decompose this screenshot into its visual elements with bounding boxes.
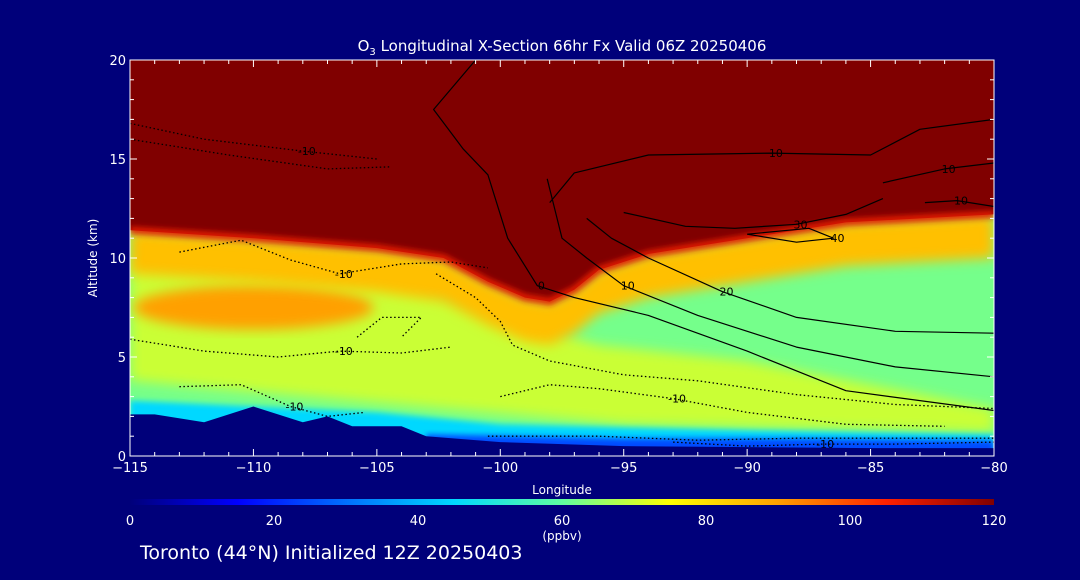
x-axis-label: Longitude — [532, 483, 592, 497]
colorbar-tick-label: 60 — [554, 514, 571, 529]
contour-dotted-4 — [130, 338, 451, 358]
contour-solid-label-2: 20 — [719, 286, 733, 299]
stratosphere-fill — [130, 60, 994, 302]
contour-solid-7 — [747, 227, 835, 243]
colorbar-tick-label: 100 — [838, 514, 863, 529]
colorbar-ticks: 0 20 40 60 80 100 120 — [126, 514, 1007, 529]
x-tick-label: −110 — [236, 461, 272, 476]
colorbar-units: (ppbv) — [542, 529, 581, 543]
y-tick-label: 20 — [109, 54, 126, 69]
contour-dotted-8 — [673, 441, 994, 447]
colorbar-tick-label: 120 — [982, 514, 1007, 529]
x-tick-label: −105 — [359, 461, 395, 476]
terrain-layer — [130, 406, 994, 456]
contour-dotted-0 — [130, 122, 377, 160]
terrain-fill — [130, 406, 994, 456]
contour-solid-label-3: 30 — [794, 218, 808, 231]
x-tick-label: −80 — [980, 461, 1007, 476]
x-tick-label: −100 — [482, 461, 518, 476]
contour-solid-label-4: 10 — [769, 147, 783, 160]
y-tick-label: 0 — [118, 450, 126, 465]
contour-dotted-5 — [356, 316, 422, 338]
chart-title-prefix: O — [358, 37, 370, 55]
contour-solid-label-7: 40 — [831, 232, 845, 245]
colorbar — [130, 499, 994, 505]
contour-solid-label-5: 10 — [942, 163, 956, 176]
contour-dotted-9 — [487, 435, 994, 441]
x-tick-label: −95 — [610, 461, 637, 476]
chart-title: O3 Longitudinal X-Section 66hr Fx Valid … — [358, 37, 767, 58]
contour-solid-4 — [549, 118, 994, 203]
contour-dotted-label-7: -10 — [668, 393, 686, 406]
y-axis-label: Altitude (km) — [86, 219, 100, 298]
y-axis: 0 5 10 15 20 — [109, 54, 994, 465]
tropopause-edge — [130, 210, 994, 306]
contour-solid-0 — [433, 60, 994, 412]
colorbar-tick-label: 0 — [126, 514, 134, 529]
contour-solid-label-0: 0 — [538, 280, 545, 293]
y-tick-label: 10 — [109, 252, 126, 267]
contour-solid-1 — [546, 178, 994, 378]
x-tick-label: −90 — [733, 461, 760, 476]
contour-dotted-label-0: -10 — [298, 145, 316, 158]
x-axis: −115 −110 −105 −100 −95 −90 −85 −80 — [112, 60, 1008, 476]
contour-dotted-label-6: -10 — [285, 401, 303, 414]
init-info-text: Toronto (44°N) Initialized 12Z 20250403 — [140, 542, 523, 564]
colorbar-tick-label: 20 — [266, 514, 283, 529]
ozone-max-west-fill — [133, 285, 374, 330]
y-tick-label: 15 — [109, 153, 126, 168]
contour-solid-label-1: 10 — [621, 280, 635, 293]
contour-solid-5 — [882, 162, 994, 184]
ozone-fill-layer — [130, 60, 994, 456]
contour-solid-3 — [623, 198, 884, 229]
x-tick-label: −85 — [857, 461, 884, 476]
colorbar-tick-label: 40 — [410, 514, 427, 529]
chart-title-rest: Longitudinal X-Section 66hr Fx Valid 06Z… — [376, 37, 767, 55]
x-tick-label: −115 — [112, 461, 148, 476]
contour-solid-label-6: 10 — [954, 195, 968, 208]
contour-dotted-6 — [179, 384, 365, 418]
chart-title-subscript: 3 — [369, 47, 375, 58]
contour-solid-6 — [924, 200, 994, 208]
y-tick-label: 5 — [118, 351, 126, 366]
contour-dotted-3 — [435, 273, 994, 410]
contour-solid-2 — [586, 217, 994, 334]
contour-dotted-label-4: -10 — [335, 345, 353, 358]
colorbar-tick-label: 80 — [698, 514, 715, 529]
contour-dotted-label-2: -10 — [335, 268, 353, 281]
